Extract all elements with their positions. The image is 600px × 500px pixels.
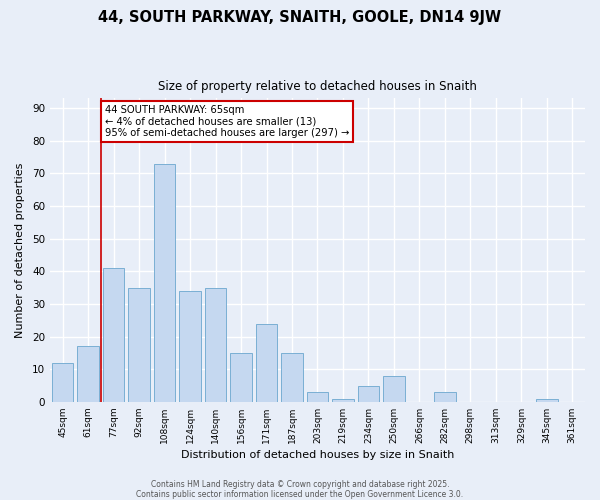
Bar: [128, 288, 150, 402]
X-axis label: Distribution of detached houses by size in Snaith: Distribution of detached houses by size …: [181, 450, 454, 460]
Bar: [434, 392, 455, 402]
Text: Contains public sector information licensed under the Open Government Licence 3.: Contains public sector information licen…: [136, 490, 464, 499]
Bar: [52, 362, 73, 402]
Bar: [383, 376, 405, 402]
Text: 44, SOUTH PARKWAY, SNAITH, GOOLE, DN14 9JW: 44, SOUTH PARKWAY, SNAITH, GOOLE, DN14 9…: [98, 10, 502, 25]
Title: Size of property relative to detached houses in Snaith: Size of property relative to detached ho…: [158, 80, 477, 93]
Bar: [256, 324, 277, 402]
Bar: [205, 288, 226, 402]
Text: 44 SOUTH PARKWAY: 65sqm
← 4% of detached houses are smaller (13)
95% of semi-det: 44 SOUTH PARKWAY: 65sqm ← 4% of detached…: [105, 105, 349, 138]
Bar: [281, 353, 303, 402]
Y-axis label: Number of detached properties: Number of detached properties: [15, 162, 25, 338]
Bar: [307, 392, 328, 402]
Bar: [77, 346, 99, 402]
Bar: [332, 398, 354, 402]
Text: Contains HM Land Registry data © Crown copyright and database right 2025.: Contains HM Land Registry data © Crown c…: [151, 480, 449, 489]
Bar: [103, 268, 124, 402]
Bar: [536, 398, 557, 402]
Bar: [179, 291, 201, 402]
Bar: [230, 353, 252, 402]
Bar: [154, 164, 175, 402]
Bar: [358, 386, 379, 402]
